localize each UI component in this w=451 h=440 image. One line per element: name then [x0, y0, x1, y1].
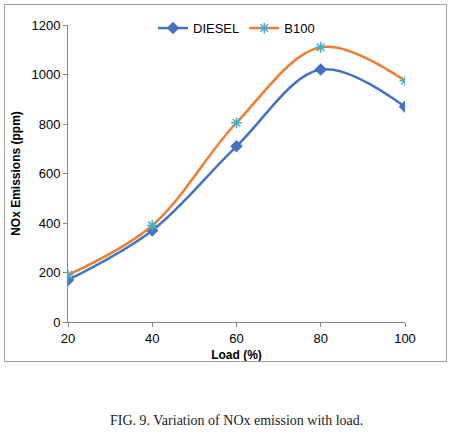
- svg-text:200: 200: [39, 265, 61, 280]
- svg-text:FIG. 9. Variation of NOx emiss: FIG. 9. Variation of NOx emission with l…: [110, 413, 363, 428]
- svg-text:NOx Emissions (ppm): NOx Emissions (ppm): [9, 111, 23, 236]
- svg-text:40: 40: [145, 331, 159, 346]
- svg-text:1200: 1200: [31, 18, 60, 33]
- svg-text:DIESEL: DIESEL: [193, 21, 239, 36]
- svg-text:80: 80: [314, 331, 328, 346]
- svg-text:400: 400: [39, 216, 61, 231]
- svg-text:100: 100: [394, 331, 416, 346]
- svg-text:B100: B100: [284, 21, 314, 36]
- svg-text:600: 600: [39, 166, 61, 181]
- svg-text:1000: 1000: [31, 67, 60, 82]
- svg-text:20: 20: [61, 331, 75, 346]
- svg-text:0: 0: [53, 315, 60, 330]
- svg-text:800: 800: [39, 117, 61, 132]
- svg-text:Load (%): Load (%): [211, 348, 262, 362]
- svg-text:60: 60: [229, 331, 243, 346]
